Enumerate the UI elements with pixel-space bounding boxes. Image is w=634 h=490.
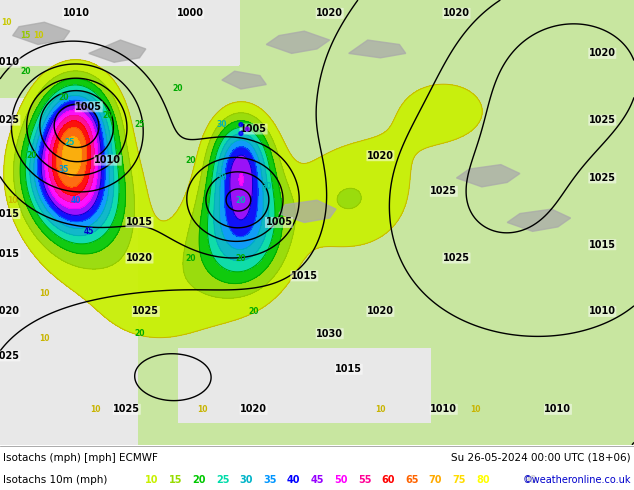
Text: 1015: 1015 [291,271,318,281]
Text: 1030: 1030 [316,329,343,339]
Text: 10: 10 [1,18,11,27]
Text: 1010: 1010 [94,155,121,165]
Text: 1005: 1005 [240,124,267,134]
Text: 10: 10 [33,31,43,40]
Text: 20: 20 [20,67,30,75]
Text: 85: 85 [500,475,513,485]
Text: 1025: 1025 [589,173,616,183]
Text: 1025: 1025 [0,351,20,361]
Text: 1005: 1005 [75,102,102,112]
Text: 40: 40 [71,196,81,205]
Polygon shape [507,209,571,231]
Text: 20: 20 [103,111,113,120]
Text: 1025: 1025 [443,253,470,263]
Text: 55: 55 [358,475,372,485]
Text: 30: 30 [217,173,227,182]
Text: 35: 35 [58,165,68,173]
Text: 75: 75 [453,475,466,485]
Text: 20: 20 [134,329,145,338]
Text: 1005: 1005 [266,218,292,227]
Text: 1015: 1015 [589,240,616,250]
Text: 20: 20 [172,84,183,94]
Text: 70: 70 [429,475,443,485]
Text: 90: 90 [523,475,537,485]
Text: 10: 10 [470,405,481,414]
Text: 10: 10 [90,405,100,414]
Text: 1010: 1010 [545,404,571,415]
Text: 1020: 1020 [443,8,470,18]
Text: 1025: 1025 [589,115,616,125]
Text: 1025: 1025 [133,306,159,317]
Text: 1025: 1025 [430,186,457,196]
Text: 20: 20 [185,253,195,263]
Polygon shape [266,31,330,53]
Text: 10: 10 [145,475,158,485]
Text: 1010: 1010 [0,57,20,67]
Polygon shape [279,200,336,222]
Text: Isotachs 10m (mph): Isotachs 10m (mph) [3,475,107,485]
Text: 1010: 1010 [589,306,616,317]
Text: 1020: 1020 [367,306,394,317]
Text: 1010: 1010 [430,404,457,415]
Text: 1015: 1015 [126,218,153,227]
Text: 1020: 1020 [367,151,394,161]
Text: 1020: 1020 [0,306,20,317]
Text: 40: 40 [287,475,301,485]
Text: 20: 20 [236,253,246,263]
Text: 1020: 1020 [589,49,616,58]
Polygon shape [222,71,266,89]
Point [236,129,246,137]
Polygon shape [13,22,70,45]
Text: 15: 15 [20,31,30,40]
Polygon shape [349,40,406,58]
Polygon shape [89,40,146,62]
Text: Isotachs (mph) [mph] ECMWF: Isotachs (mph) [mph] ECMWF [3,453,158,463]
Text: 20: 20 [27,151,37,160]
Text: 25: 25 [65,138,75,147]
Text: 80: 80 [476,475,489,485]
Text: ©weatheronline.co.uk: ©weatheronline.co.uk [522,475,631,485]
Point [236,121,246,128]
Text: 45: 45 [311,475,324,485]
Text: 1015: 1015 [0,209,20,219]
Text: 25: 25 [216,475,230,485]
Text: 20: 20 [58,94,68,102]
Text: 60: 60 [382,475,395,485]
Text: 1010: 1010 [63,8,89,18]
Text: 1020: 1020 [316,8,343,18]
Text: 50: 50 [334,475,348,485]
Text: 30: 30 [240,475,253,485]
Text: 65: 65 [405,475,418,485]
Polygon shape [456,165,520,187]
Text: 30: 30 [217,120,227,129]
Text: 35: 35 [263,475,277,485]
Text: 1025: 1025 [0,115,20,125]
Text: 20: 20 [193,475,206,485]
Text: 1015: 1015 [0,248,20,259]
Text: 15: 15 [169,475,183,485]
Text: 10: 10 [39,289,49,298]
Text: 1000: 1000 [177,8,204,18]
Text: 20: 20 [185,156,195,165]
Text: 30: 30 [261,182,271,192]
Text: 10: 10 [39,334,49,343]
Text: 25: 25 [134,120,145,129]
Text: 20: 20 [249,307,259,316]
Text: 1020: 1020 [126,253,153,263]
Text: 1015: 1015 [335,364,362,374]
Text: 45: 45 [84,227,94,236]
Text: 20: 20 [236,196,246,205]
Point [242,125,252,133]
Text: Su 26-05-2024 00:00 UTC (18+06): Su 26-05-2024 00:00 UTC (18+06) [451,453,631,463]
Text: 10: 10 [8,196,18,205]
Text: 10: 10 [198,405,208,414]
Text: 10: 10 [375,405,385,414]
Text: 1025: 1025 [113,404,140,415]
Text: 1020: 1020 [240,404,267,415]
